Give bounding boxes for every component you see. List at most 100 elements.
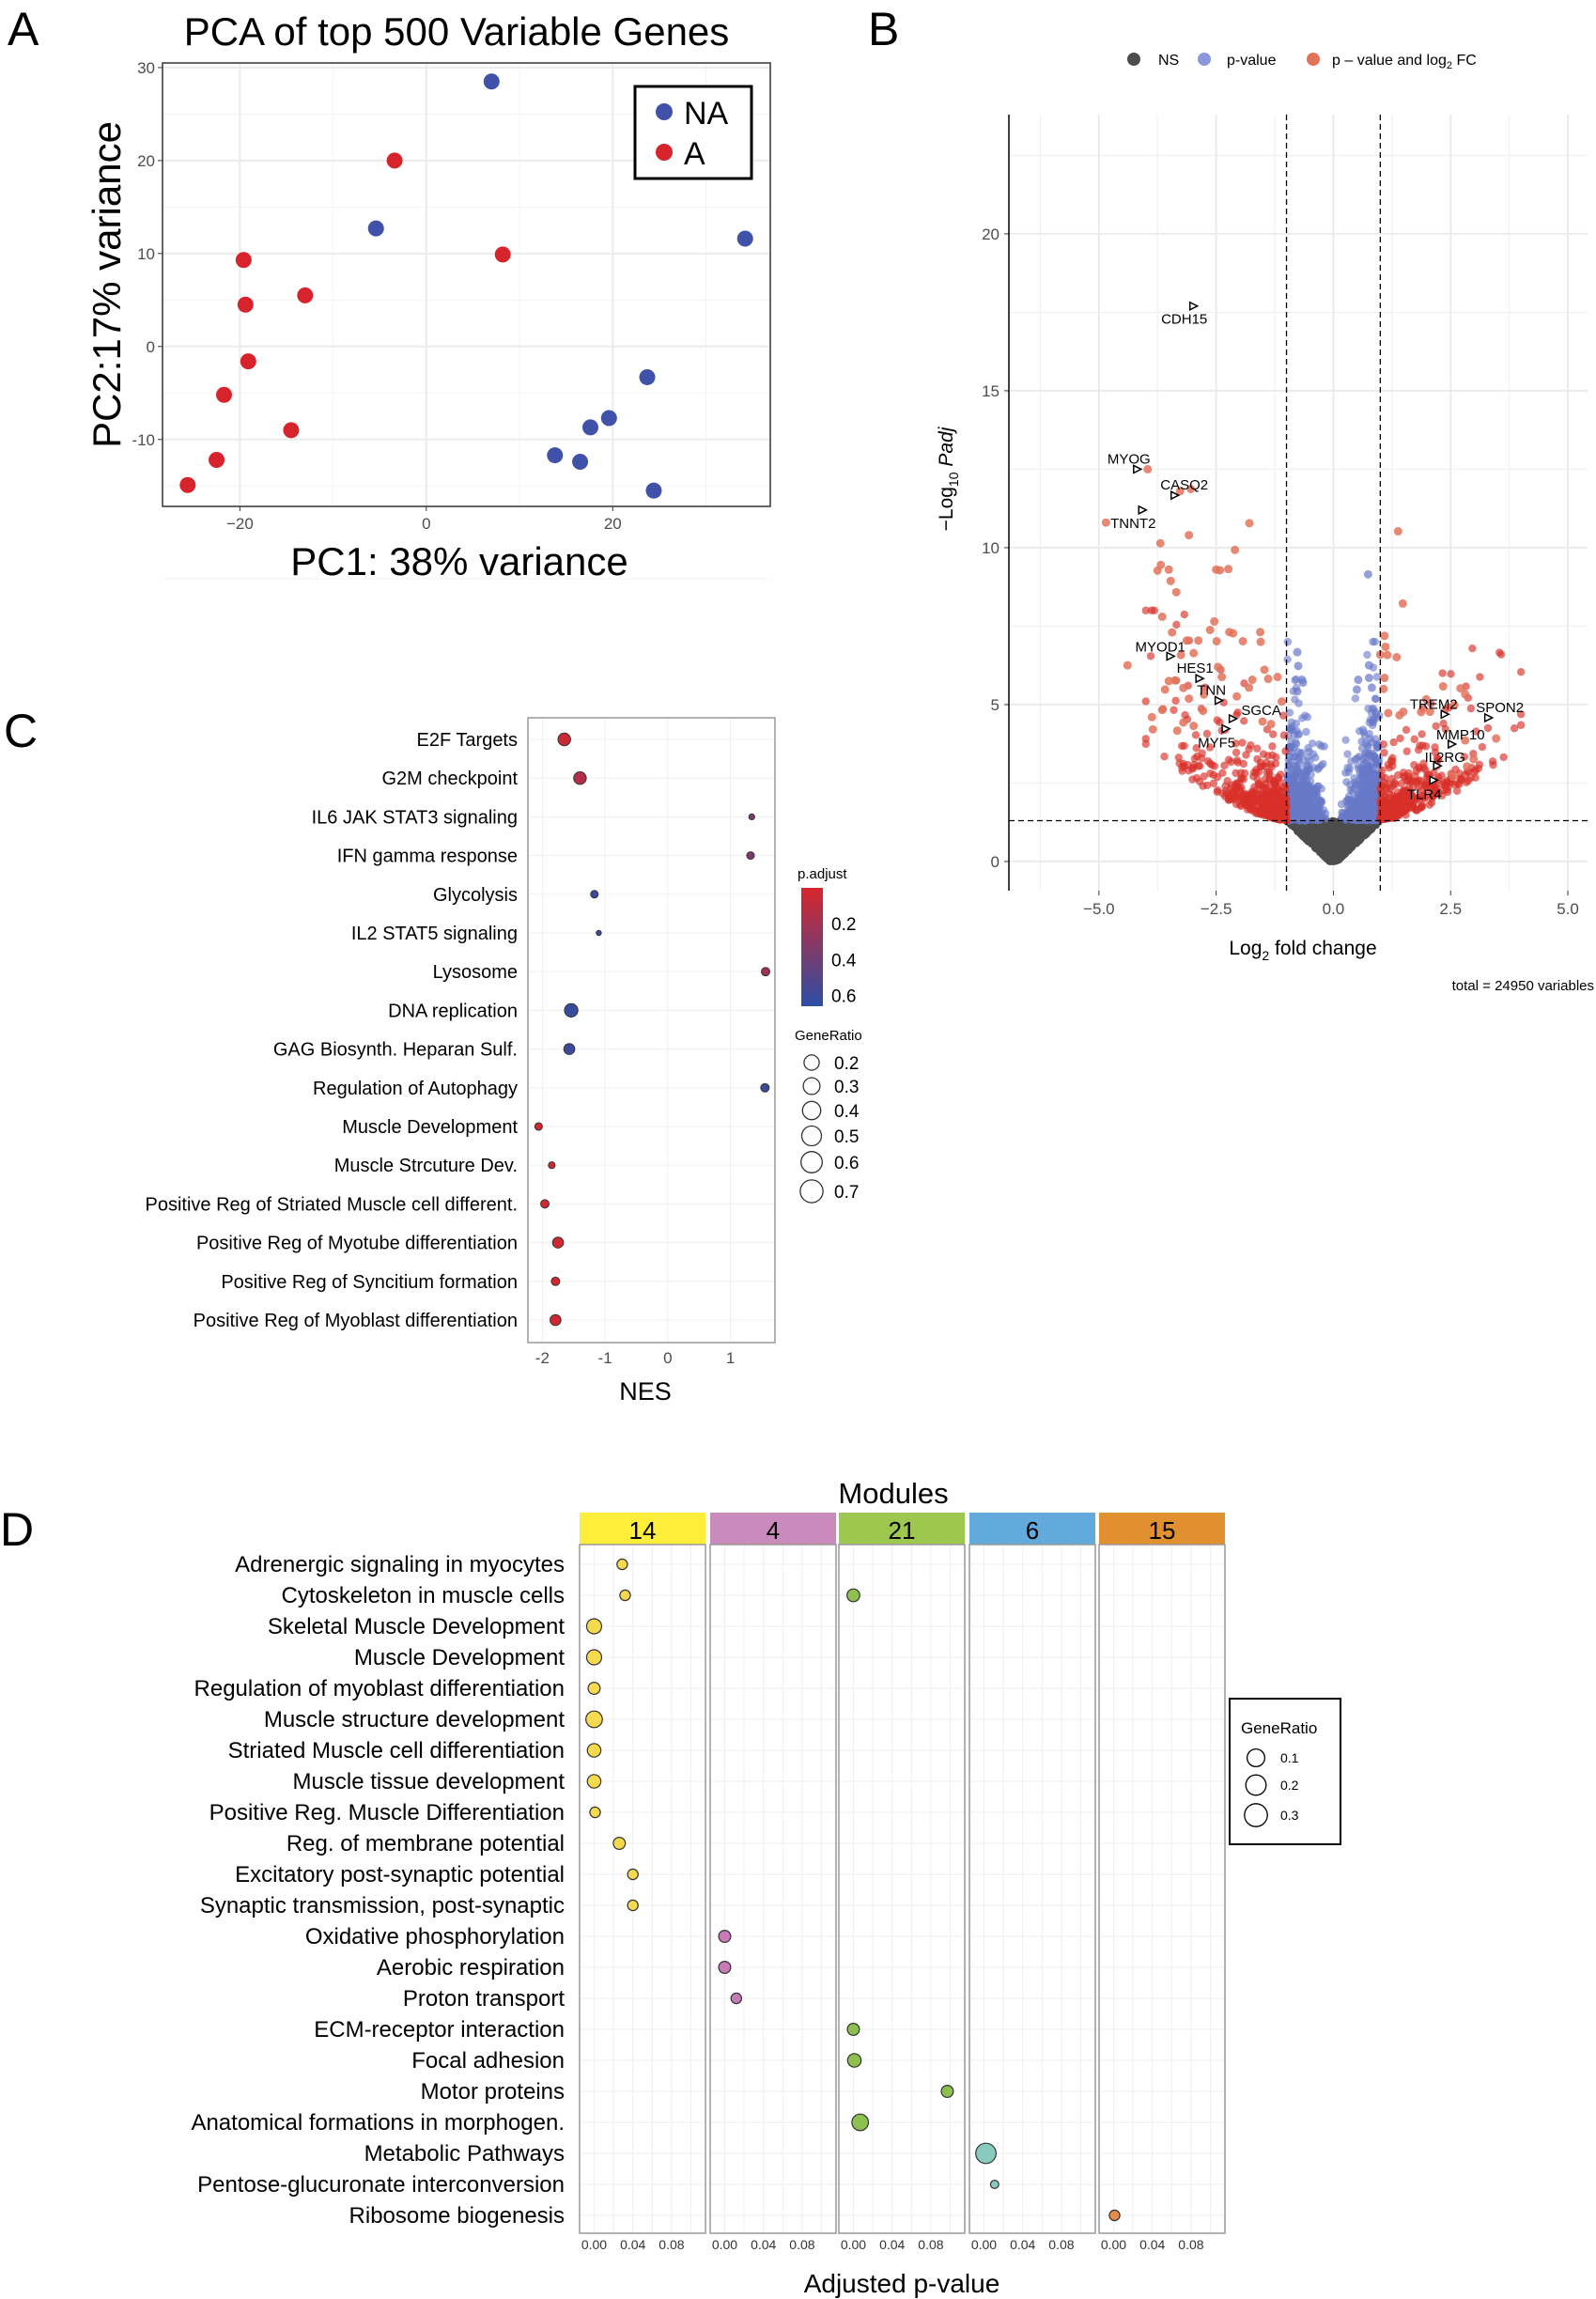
module-dot (589, 1806, 601, 1819)
volcano-point-significant (1146, 652, 1155, 660)
pca-x-axis-title: PC1: 38% variance (290, 539, 628, 583)
volcano-point-significant (1280, 806, 1289, 815)
volcano-point-significant (1147, 606, 1156, 614)
gene-label: TLR4 (1407, 786, 1442, 802)
volcano-point-significant (1193, 752, 1201, 761)
volcano-point-pvalue (1347, 757, 1356, 766)
volcano-point-ns (1328, 838, 1337, 847)
volcano-point-pvalue (1367, 708, 1376, 718)
padjust-tick-label: 0.6 (831, 987, 856, 1007)
module-dot (846, 2023, 860, 2037)
volcano-point-significant (1387, 774, 1396, 783)
volcano-point-significant (1452, 786, 1462, 796)
volcano-point-significant (1449, 772, 1458, 782)
volcano-point-significant (1483, 723, 1493, 733)
volcano-point-pvalue (1294, 661, 1303, 671)
volcano-point-significant (1141, 697, 1150, 706)
volcano-point-significant (1387, 800, 1395, 809)
module-dot (989, 2180, 999, 2190)
volcano-x-tick-label: 2.5 (1439, 900, 1462, 918)
module-x-tick-label: 0.00 (581, 2237, 607, 2252)
volcano-point-significant (1265, 800, 1275, 809)
legend-both-dot (1307, 53, 1320, 66)
pca-point-a (235, 252, 252, 269)
volcano-point-significant (1205, 625, 1215, 634)
volcano-point-significant (1417, 707, 1426, 717)
volcano-point-significant (1432, 786, 1440, 796)
volcano-point-significant (1160, 685, 1170, 694)
module-x-tick-label: 0.04 (1010, 2237, 1035, 2252)
nes-dot (746, 851, 755, 861)
nes-dot (590, 890, 599, 899)
module-dot (846, 1588, 860, 1603)
pca-point-na (639, 368, 656, 385)
volcano-point-significant (1278, 697, 1287, 707)
term-label: Pentose-glucuronate interconversion (197, 2172, 565, 2198)
module-strip (839, 1513, 965, 1545)
volcano-point-ns (1320, 831, 1328, 839)
volcano-point-significant (1176, 650, 1185, 660)
volcano-point-significant (1232, 748, 1241, 757)
pathway-label: Glycolysis (433, 885, 518, 906)
volcano-point-significant (1263, 675, 1273, 684)
volcano-point-significant (1417, 791, 1426, 800)
module-generatio-legend-label: 0.1 (1280, 1750, 1299, 1765)
module-dot (585, 1710, 603, 1729)
pca-point-na (572, 454, 589, 471)
volcano-point-significant (1516, 667, 1526, 676)
volcano-point-significant (1395, 710, 1404, 720)
panel-label-a: A (8, 3, 39, 55)
term-label: Reg. of membrane potential (287, 1831, 565, 1856)
volcano-point-significant (1217, 673, 1227, 682)
module-dot (585, 1618, 603, 1635)
generatio-legend-circle (800, 1151, 823, 1173)
volcano-point-pvalue (1296, 781, 1305, 789)
volcano-point-significant (1207, 761, 1216, 769)
module-generatio-legend-circle (1246, 1748, 1266, 1768)
volcano-point-significant (1266, 720, 1276, 729)
volcano-point-significant (1236, 800, 1245, 809)
volcano-y-tick-label: 5 (991, 696, 999, 714)
padjust-legend-title: p.adjust (798, 866, 847, 882)
volcano-point-significant (1123, 660, 1132, 670)
volcano-point-pvalue (1371, 753, 1379, 761)
volcano-point-pvalue (1288, 722, 1296, 731)
volcano-point-pvalue (1352, 685, 1361, 694)
volcano-point-significant (1421, 781, 1431, 789)
volcano-point-pvalue (1360, 753, 1370, 762)
nes-dot (760, 1082, 770, 1093)
volcano-point-significant (1258, 717, 1267, 726)
volcano-point-pvalue (1364, 674, 1373, 683)
gene-label: MYOD1 (1136, 639, 1185, 655)
volcano-point-pvalue (1370, 801, 1378, 810)
volcano-point-pvalue (1371, 759, 1380, 768)
volcano-point-significant (1202, 781, 1212, 790)
volcano-point-pvalue (1346, 785, 1356, 794)
nes-dot (563, 1043, 576, 1055)
volcano-point-pvalue (1302, 769, 1310, 777)
module-strip (710, 1513, 836, 1545)
volcano-point-significant (1256, 628, 1265, 637)
volcano-point-significant (1396, 734, 1404, 743)
module-panel-border (579, 1544, 706, 2234)
modules-title: Modules (838, 1477, 948, 1510)
volcano-point-significant (1442, 785, 1451, 795)
volcano-point-significant (1384, 708, 1393, 718)
nes-dot (557, 732, 571, 747)
volcano-point-significant (1407, 803, 1416, 812)
volcano-point-pvalue (1363, 788, 1372, 798)
term-label: Muscle tissue development (293, 1769, 566, 1794)
term-label: Regulation of myoblast differentiation (194, 1676, 565, 1701)
gene-marker-icon (1221, 723, 1232, 734)
generatio-legend-label: 0.7 (834, 1183, 859, 1203)
module-dot (627, 1899, 639, 1912)
volcano-point-significant (1466, 704, 1476, 713)
volcano-point-significant (1148, 724, 1157, 734)
gene-marker-icon (1133, 464, 1143, 474)
volcano-point-pvalue (1294, 755, 1303, 764)
pathway-label: Positive Reg of Myoblast differentiation (194, 1311, 518, 1331)
volcano-point-significant (1209, 770, 1218, 779)
nes-dot (551, 1236, 565, 1249)
module-x-tick-label: 0.00 (712, 2237, 737, 2252)
term-label: ECM-receptor interaction (314, 2017, 565, 2043)
